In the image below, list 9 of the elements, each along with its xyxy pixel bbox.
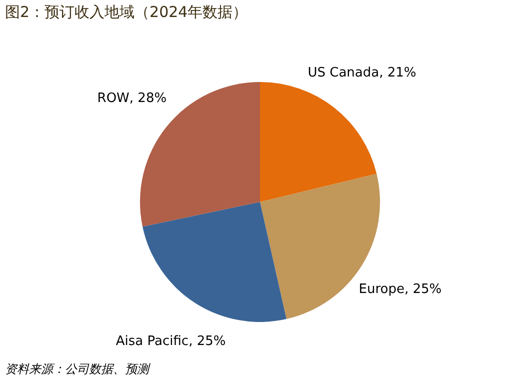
pie-slice [140, 82, 260, 227]
pie-slice [142, 202, 286, 322]
slice-label: Aisa Pacific, 25% [116, 334, 226, 349]
pie-slice [260, 82, 377, 202]
slice-label: ROW, 28% [97, 90, 167, 106]
chart-title: 图2：预订收入地域（2024年数据） [5, 3, 248, 21]
text: 资料来源：公司数据、预测 [5, 362, 151, 376]
slice-label: Europe, 25% [358, 282, 442, 297]
slice-label: US Canada, 21% [308, 65, 416, 80]
